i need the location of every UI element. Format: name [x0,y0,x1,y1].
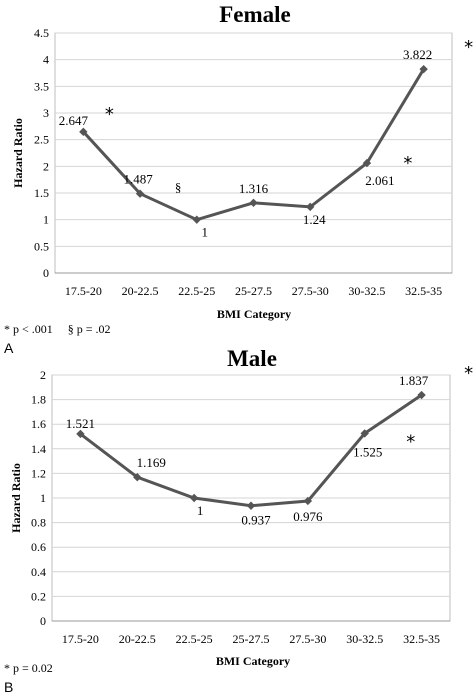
y-tick-label: 0 [43,266,49,280]
data-point-marker [360,429,369,438]
data-label: 1.24 [303,212,326,227]
x-tick-label: 22.5-25 [176,632,213,646]
x-tick-label: 20-22.5 [122,284,159,298]
plot-area [54,32,453,274]
x-tick-label: 22.5-25 [178,284,215,298]
gridlines [52,374,450,622]
data-point-marker [135,189,145,198]
significance-section-mark: § [175,180,182,195]
data-label: 2.647 [59,113,89,128]
y-tick-label: 2 [40,368,46,382]
x-tick-label: 20-22.5 [119,632,156,646]
significance-asterisk: * [105,104,114,125]
y-tick-label: 3 [43,106,49,120]
data-label: 1.525 [353,444,382,459]
chart-title: Male [227,346,277,371]
y-axis-ticks: 0 0.2 0.4 0.6 0.8 1 1.2 1.4 1.6 1.8 2 [31,368,46,628]
x-tick-label: 32.5-35 [403,632,440,646]
x-axis-ticks: 17.5-20 20-22.5 22.5-25 25-27.5 27.5-30 30-32… [62,632,440,646]
data-point-marker [249,198,258,208]
x-tick-label: 25-27.5 [233,632,270,646]
y-tick-label: 1.5 [34,186,49,200]
y-tick-label: 1.2 [31,466,46,480]
data-point-marker [303,496,313,506]
x-tick-label: 25-27.5 [235,284,272,298]
y-tick-label: 1.6 [31,417,46,431]
series-line-group [76,390,426,510]
y-tick-label: 1.8 [31,393,46,407]
data-label: 0.937 [241,513,271,528]
data-label: 2.061 [365,173,394,188]
y-tick-label: 4.5 [34,26,49,40]
significance-asterisk: * [403,153,412,174]
y-tick-label: 1.4 [31,442,46,456]
x-tick-label: 30-32.5 [346,632,383,646]
data-point-marker [419,64,428,74]
y-tick-label: 2.5 [34,133,49,147]
gridlines [55,32,452,274]
data-point-marker [133,473,142,482]
panel-a-female-chart: Female 0 0.5 1 1.5 2 2.5 3 3.5 4 4.5 17.5-20 20-22… [4,2,473,356]
data-labels: 1.521 1.169 1 0.937 0.976 1.525 * 1.837 * [66,363,473,528]
data-label: 1.837 [399,373,429,388]
data-label: 3.822 [403,47,432,62]
data-point-marker [189,493,199,503]
data-label: 1.521 [66,416,95,431]
data-point-marker [246,501,256,510]
data-point-marker [192,215,201,224]
data-label: 1.316 [239,181,269,196]
x-axis-ticks: 17.5-20 20-22.5 22.5-25 25-27.5 27.5-30 30-32… [65,284,442,298]
y-tick-label: 0.2 [31,589,46,603]
data-point-marker [417,390,426,400]
y-tick-label: 0.6 [31,540,46,554]
data-point-marker [306,202,315,212]
y-axis-ticks: 0 0.5 1 1.5 2 2.5 3 3.5 4 4.5 [34,26,49,280]
series-line-group [79,64,428,224]
x-tick-label: 30-32.5 [348,284,385,298]
significance-asterisk: * [464,363,473,384]
data-label: 1.487 [123,172,153,187]
data-label: 1 [202,225,209,240]
data-label: 1 [197,503,204,518]
data-labels: 2.647 * 1.487 § 1 1.316 1.24 2.061 * 3.822 * [59,37,473,240]
data-point-marker [362,158,372,168]
y-tick-label: 4 [43,53,49,67]
data-point-marker [79,127,88,137]
x-tick-label: 27.5-30 [292,284,329,298]
significance-asterisk: * [464,37,473,58]
y-tick-label: 0 [40,614,46,628]
x-tick-label: 17.5-20 [65,284,102,298]
y-axis-label: Hazard Ratio [11,118,25,188]
y-tick-label: 1 [40,491,46,505]
footnote: * p = 0.02 [4,661,53,675]
chart-title: Female [219,2,291,27]
y-tick-label: 2 [43,159,49,173]
significance-asterisk: * [406,431,415,452]
x-tick-label: 32.5-35 [405,284,442,298]
data-label: 0.976 [293,509,323,524]
x-axis-label: BMI Category [216,654,290,668]
data-point-marker [76,429,85,439]
y-axis-label: Hazard Ratio [9,463,23,533]
y-tick-label: 3.5 [34,79,49,93]
footnote: * p < .001 § p = .02 [4,322,111,336]
y-tick-label: 0.8 [31,516,46,530]
y-tick-label: 1 [43,213,49,227]
series-line [82,68,425,222]
x-tick-label: 17.5-20 [62,632,99,646]
x-axis-label: BMI Category [217,307,291,321]
panel-b-male-chart: Male 0 0.2 0.4 0.6 0.8 1 1.2 1.4 1.6 1.8 2 17.5-20… [4,346,473,695]
x-tick-label: 27.5-30 [289,632,326,646]
panel-letter: A [4,340,14,356]
panel-letter: B [4,679,13,695]
y-tick-label: 0.5 [34,239,49,253]
y-tick-label: 0.4 [31,565,46,579]
data-label: 1.169 [137,455,166,470]
